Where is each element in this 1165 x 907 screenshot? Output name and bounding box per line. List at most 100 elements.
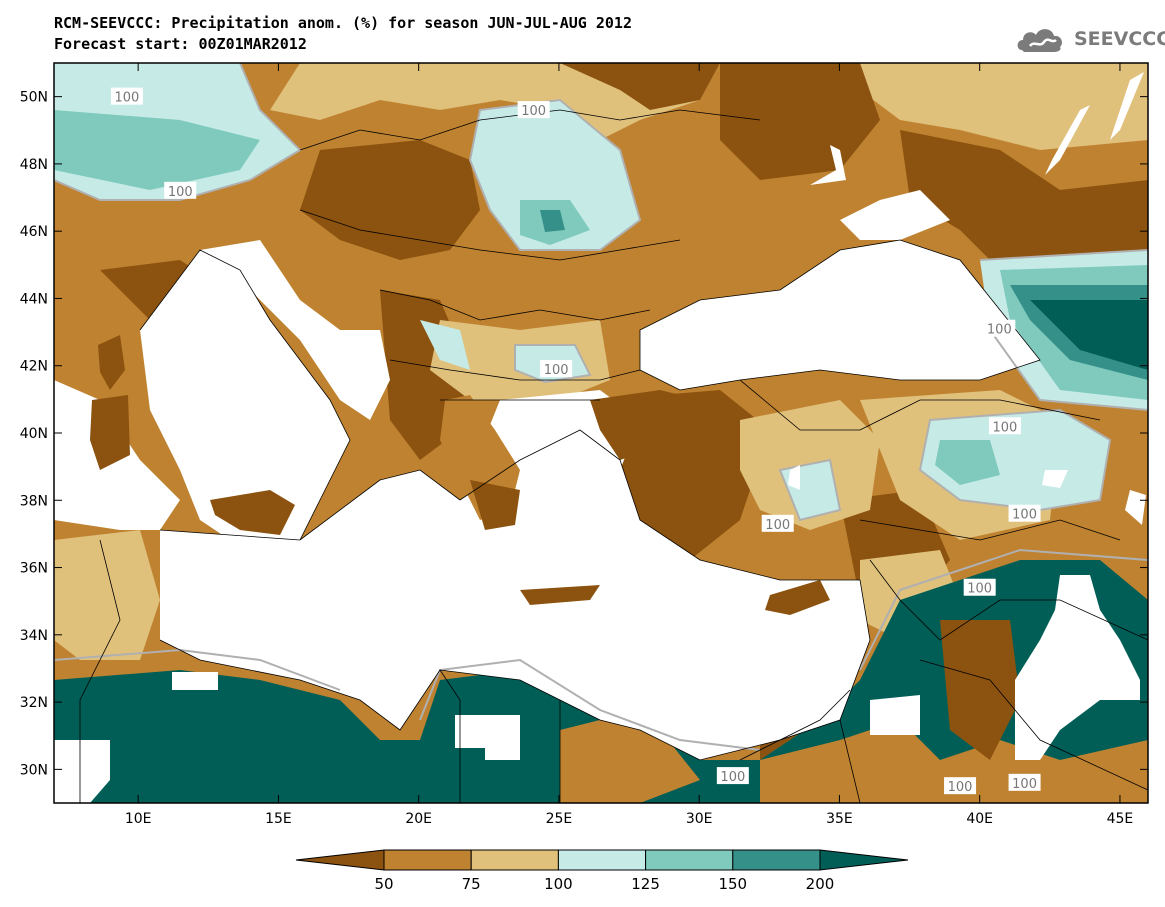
field-50-75-arabia-south: [760, 720, 1148, 803]
field-below-50-caucasus: [900, 130, 1148, 270]
contour-label: 100: [521, 104, 546, 119]
x-tick-label: 10E: [125, 811, 152, 827]
contour-label: 100: [967, 582, 992, 597]
field-100-125-romania: [470, 100, 640, 250]
seevccc-logo: SEEVCCC: [1016, 22, 1165, 56]
forecast-start-label: Forecast start: 00Z01MAR2012: [54, 35, 307, 53]
island-cyprus: [765, 580, 830, 615]
colorbar-segment: [470, 849, 559, 871]
y-tick-label: 38N: [20, 493, 48, 509]
contour-label-bg: [110, 87, 143, 105]
contour-label: 100: [1012, 777, 1037, 792]
y-tick-label: 46N: [20, 224, 48, 240]
colorbar-label: 100: [544, 875, 573, 893]
field-75-100-syria: [860, 550, 960, 640]
contour-label: 100: [987, 323, 1012, 338]
x-axis: 10E 15E 20E 25E 30E 35E 40E 45E: [125, 63, 1133, 827]
contour-label-bg: [944, 777, 977, 795]
field-125-150-alps: [54, 110, 260, 190]
x-tick-label: 35E: [826, 811, 853, 827]
contour-label-bg: [988, 417, 1021, 435]
x-tick-label: 45E: [1107, 811, 1134, 827]
logo-text: SEEVCCC: [1074, 28, 1165, 50]
contour-label: 100: [168, 185, 193, 200]
contour-100-lines: [54, 63, 1148, 751]
contour-label: 100: [1012, 508, 1037, 523]
y-axis: 50N 48N 46N 44N 42N 40N 38N 36N 34N 32N 30N: [20, 90, 1148, 778]
x-tick-label: 25E: [546, 811, 573, 827]
contour-label-bg: [761, 514, 794, 532]
sea-tyrrhenian: [140, 250, 350, 560]
map-title: RCM-SEEVCCC: Precipitation anom. (%) for…: [54, 14, 632, 32]
colorbar-label: 150: [718, 875, 747, 893]
contour-label: 100: [115, 91, 140, 106]
contour-label-bg: [963, 578, 996, 596]
colorbar-label: 125: [631, 875, 660, 893]
sea-adriatic: [200, 240, 390, 420]
x-tick-label: 20E: [405, 811, 432, 827]
contour-label-bg: [517, 101, 550, 119]
land-western-anatolia: [590, 390, 700, 460]
island-sardinia: [90, 395, 130, 470]
y-tick-label: 48N: [20, 157, 48, 173]
y-tick-label: 42N: [20, 359, 48, 375]
contour-label: 100: [948, 780, 973, 795]
field-125-150-armenia: [935, 440, 1000, 485]
field-75-100-north: [240, 63, 1148, 150]
field-below-50-jordan: [940, 620, 1020, 760]
contour-labels: 100 100 100 100 100 100 100 100 100 100 100 100: [110, 87, 1041, 795]
x-tick-label: 30E: [686, 811, 713, 827]
field-100-125-armenia: [920, 410, 1110, 510]
colorbar-segment: [732, 849, 821, 871]
y-tick-label: 50N: [20, 90, 48, 106]
colorbar-segment: [557, 849, 647, 871]
contour-label-bg: [1008, 773, 1041, 791]
field-75-100-tunisia: [54, 530, 160, 660]
contour-label: 100: [993, 420, 1018, 435]
missing-data-jordan: [870, 695, 920, 735]
y-tick-label: 34N: [20, 628, 48, 644]
country-borders: [79, 109, 1148, 803]
island-corsica: [98, 335, 125, 390]
colorbar-segment: [645, 849, 734, 871]
colorbar-label: 200: [806, 875, 835, 893]
contour-label: 100: [720, 770, 745, 785]
y-tick-label: 36N: [20, 561, 48, 577]
island-sicily: [210, 490, 295, 535]
colorbar-segment: [383, 849, 472, 871]
colorbar-label: 50: [374, 875, 393, 893]
field-above-200-caucasus: [1030, 300, 1148, 370]
sea-azov: [840, 190, 950, 240]
contour-label-bg: [1008, 504, 1041, 522]
contour-label-bg: [540, 360, 573, 378]
field-below-50-pannonia: [300, 140, 480, 260]
y-tick-label: 44N: [20, 291, 48, 307]
y-tick-label: 40N: [20, 426, 48, 442]
missing-data-arabia: [1015, 575, 1140, 760]
cloud-icon: [1017, 29, 1062, 52]
missing-data-tunisia: [172, 672, 218, 690]
contour-label-bg: [164, 181, 197, 199]
field-100-125-bosnia: [420, 320, 470, 370]
sea-black-sea: [640, 240, 1040, 390]
contour-label-bg: [983, 319, 1016, 337]
x-tick-label: 15E: [265, 811, 292, 827]
lakes-and-rivers: [740, 72, 1146, 525]
missing-data-algeria: [54, 740, 110, 803]
y-tick-label: 30N: [20, 762, 48, 778]
map-fields: [54, 63, 1148, 803]
land-peloponnese: [470, 480, 520, 530]
contour-label-bg: [716, 767, 749, 785]
colorbar-label: 75: [462, 875, 481, 893]
sea-eastern-med: [160, 430, 870, 760]
contour-label: 100: [765, 518, 790, 533]
island-crete: [520, 585, 600, 605]
colorbar-high-triangle: [819, 849, 909, 871]
x-tick-label: 40E: [966, 811, 993, 827]
colorbar-low-triangle: [295, 849, 385, 871]
y-tick-label: 32N: [20, 695, 48, 711]
colorbar: 50 75 100 125 150 200: [295, 849, 909, 893]
contour-label: 100: [544, 363, 569, 378]
field-150-200-romania: [540, 210, 565, 232]
